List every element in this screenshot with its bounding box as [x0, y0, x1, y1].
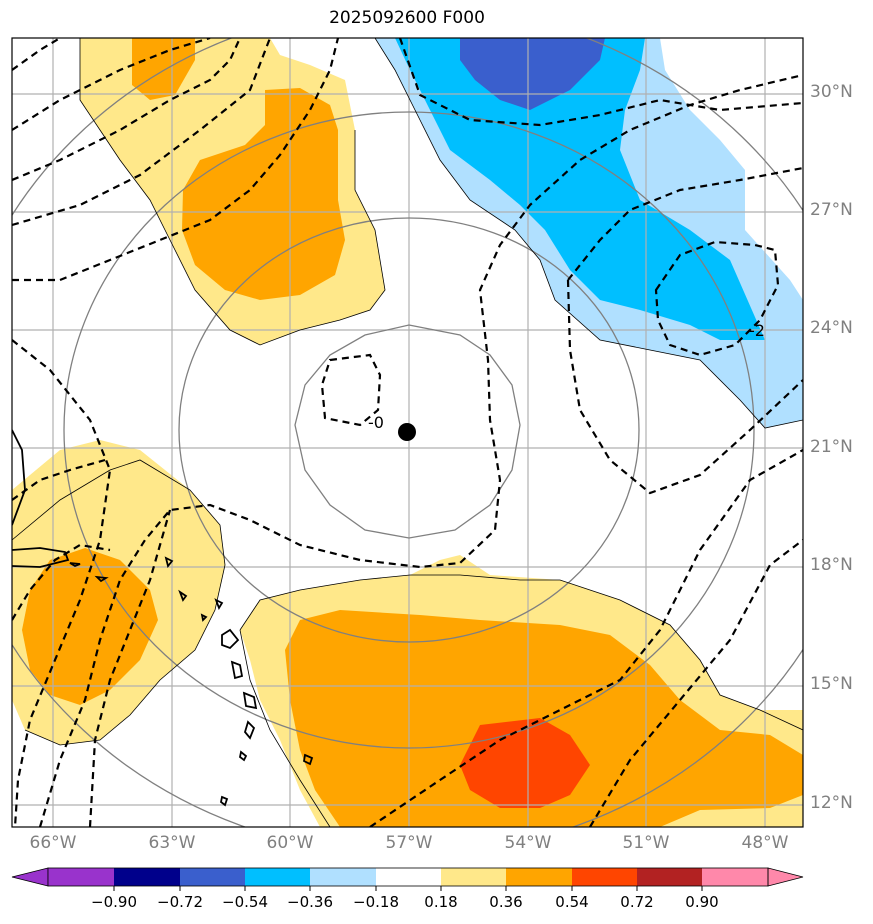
storm-center-marker: [398, 423, 416, 441]
colorbar-tick-label: −0.36: [287, 893, 333, 911]
colorbar-bin: [637, 868, 702, 886]
colorbar-bin: [245, 868, 310, 886]
negative-shading-dark: [460, 38, 605, 110]
colorbar-bin: [114, 868, 180, 886]
colorbar-extend-right: [767, 867, 804, 887]
colorbar-bin: [376, 868, 441, 886]
colorbar-tick-label: 0.18: [424, 893, 458, 911]
colorbar-bin: [572, 868, 637, 886]
map-frame: [11, 37, 804, 828]
lon-label-66w: 66°W: [29, 833, 77, 853]
colorbar-extend-left: [11, 867, 49, 887]
lon-label-48w: 48°W: [741, 833, 789, 853]
positive-shading-nw-orange-2: [182, 88, 345, 300]
positive-shading-w-orange: [22, 548, 158, 705]
colorbar-tick-label: −0.90: [91, 893, 137, 911]
colorbar-bin: [310, 868, 376, 886]
lat-label-27n: 27°N: [810, 200, 853, 220]
contour-label-two: -2: [749, 321, 765, 340]
map-panel: [12, 38, 803, 827]
contour-label-zero: -0: [368, 413, 384, 432]
lat-label-30n: 30°N: [810, 82, 853, 102]
dashed-contours: [12, 38, 803, 827]
lon-label-51w: 51°W: [622, 833, 670, 853]
colorbar-bin: [180, 868, 245, 886]
thin-contours: [12, 38, 803, 827]
lat-label-21n: 21°N: [810, 437, 853, 457]
lon-label-60w: 60°W: [266, 833, 314, 853]
lat-label-24n: 24°N: [810, 318, 853, 338]
colorbar-tick-label: 0.72: [620, 893, 654, 911]
lat-label-18n: 18°N: [810, 555, 853, 575]
colorbar-tick-label: −0.18: [353, 893, 399, 911]
lat-label-15n: 15°N: [810, 674, 853, 694]
graticule: [12, 38, 803, 827]
colorbar-tick-label: 0.36: [489, 893, 523, 911]
positive-shading-s-red: [460, 718, 590, 808]
lon-label-54w: 54°W: [504, 833, 552, 853]
colorbar-tick-label: −0.54: [222, 893, 268, 911]
distance-rings: [12, 38, 803, 827]
lat-label-12n: 12°N: [810, 793, 853, 813]
positive-shading-nw-orange-1: [132, 38, 195, 100]
colorbar-tick-label: −0.72: [157, 893, 203, 911]
colorbar-tick-label: 0.90: [685, 893, 719, 911]
colorbar-bin: [702, 868, 768, 886]
colorbar: [11, 867, 804, 891]
colorbar-bin: [506, 868, 572, 886]
lon-label-63w: 63°W: [148, 833, 196, 853]
map-title: 2025092600 F000: [329, 8, 485, 28]
coastlines: [12, 429, 314, 807]
colorbar-bin: [441, 868, 506, 886]
lon-label-57w: 57°W: [385, 833, 433, 853]
colorbar-bin: [48, 868, 114, 886]
colorbar-tick-label: 0.54: [555, 893, 589, 911]
